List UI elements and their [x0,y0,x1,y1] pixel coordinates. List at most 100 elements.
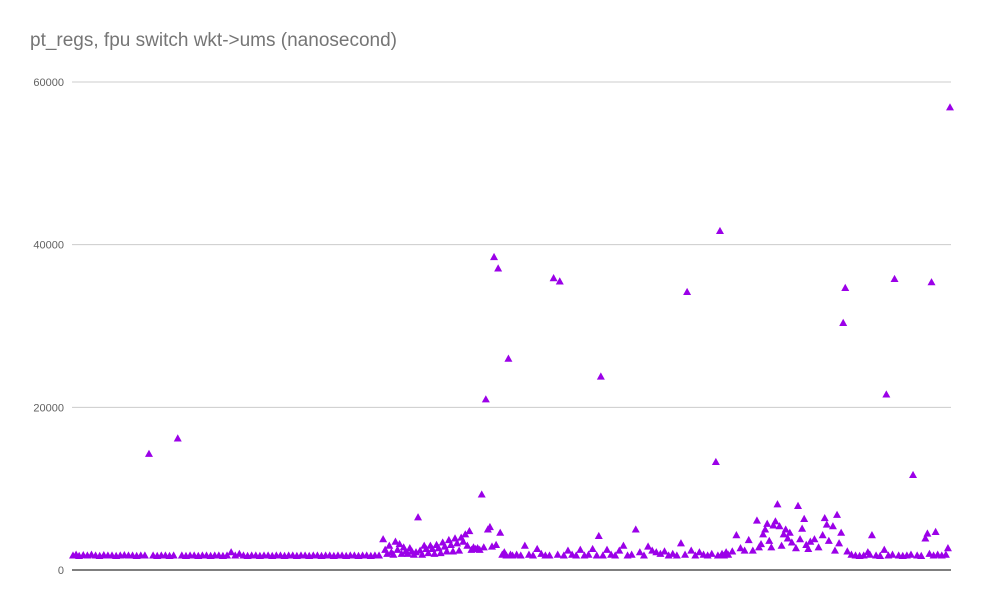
data-point [436,548,445,557]
data-point [839,318,848,326]
data-point [430,549,439,557]
data-point [169,551,178,559]
data-point [830,546,839,554]
data-point [385,541,394,549]
data-point [631,525,640,533]
data-point [765,536,774,544]
data-point [744,535,753,544]
data-point [545,551,554,559]
y-tick-label: 40000 [33,240,64,252]
data-point [549,274,558,282]
data-point [773,500,782,508]
data-point [627,550,636,558]
data-point [777,541,786,549]
data-point [598,551,607,559]
data-point [728,547,737,555]
data-point [724,550,733,558]
data-point [424,548,433,557]
data-point [529,551,538,559]
data-point [767,543,776,551]
data-point [596,372,605,380]
data-point [223,551,232,559]
data-point [927,278,936,286]
data-point [592,551,601,559]
data-point [414,513,423,521]
data-point [683,287,692,296]
data-point [648,546,657,554]
data-point [781,525,790,533]
data-point [687,546,696,554]
data-point [890,274,899,283]
data-point [576,545,585,553]
data-point [732,531,741,539]
data-point [615,546,624,554]
data-point [822,520,831,528]
data-point [707,549,716,557]
data-point [828,522,837,530]
data-point [555,277,564,285]
data-point [393,545,402,553]
data-point [140,551,149,559]
data-point [475,545,484,553]
data-point [481,395,490,403]
data-point [395,539,404,548]
data-point [444,535,453,544]
data-point [791,544,800,552]
data-point [553,550,562,558]
chart-title: pt_regs, fpu switch wkt->ums (nanosecond… [30,30,397,51]
data-point [235,549,244,557]
data-point [796,535,805,543]
data-point [397,549,406,557]
data-point [572,551,581,559]
data-point [418,550,427,558]
data-point [455,546,464,554]
data-point [941,550,950,558]
data-point [787,538,796,546]
data-point [563,546,572,554]
data-point [752,516,761,524]
data-point [619,541,628,549]
data-point [880,545,889,553]
data-point [804,544,813,553]
data-point [779,530,788,538]
data-point [584,550,593,558]
data-point [867,531,876,539]
data-point [775,522,784,530]
data-point [736,544,745,552]
data-point [639,551,648,559]
data-point [759,530,768,538]
data-point [783,534,792,542]
data-point [403,549,412,557]
data-point [533,544,542,553]
data-point [461,530,470,538]
data-point [656,549,665,557]
data-point [227,548,236,556]
data-point [611,551,620,559]
data-point [391,537,400,545]
data-point [652,548,661,556]
data-point [818,531,827,539]
data-point [389,550,398,558]
data-point [841,283,850,291]
data-point [672,551,681,559]
data-point [516,551,525,559]
data-point [681,550,690,558]
data-point [375,551,384,559]
data-point [835,539,844,547]
data-point [943,544,952,552]
data-point [843,547,852,555]
data-point [761,525,770,533]
data-point [453,539,462,547]
data-point [644,542,653,550]
data-point [909,470,918,479]
data-point [794,501,803,509]
data-point [921,534,930,542]
data-point [603,545,612,553]
data-point [748,546,757,554]
data-point [763,519,772,527]
data-point [442,547,451,555]
data-point [859,551,868,559]
data-point [588,544,597,553]
y-tick-label: 0 [58,565,64,577]
data-point [888,550,897,558]
